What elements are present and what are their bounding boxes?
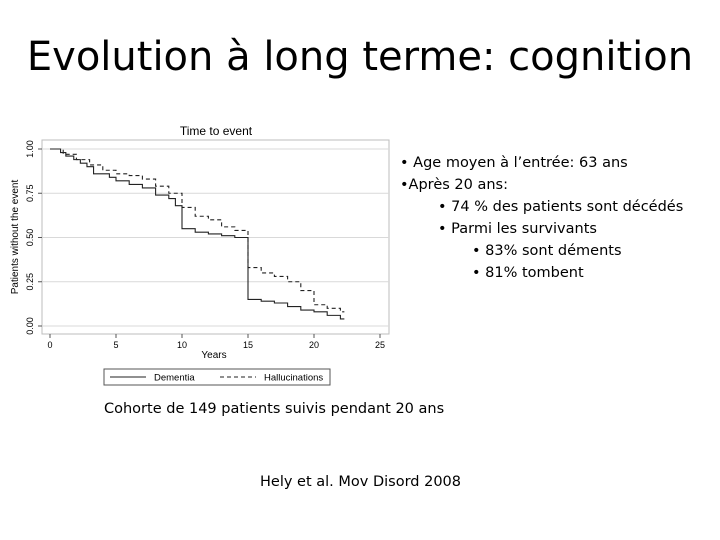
chart: Time to event 0.00 0.25 0.50 0.75 1.00 0 5 10 15… [6, 118, 390, 390]
bullet-item: • 83% sont déments [472, 243, 622, 259]
bullet-item: • Age moyen à l’entrée: 63 ans [400, 155, 628, 171]
bullet-item: • 81% tombent [472, 265, 584, 281]
legend-label: Dementia [154, 373, 195, 384]
series-line-hallucinations [50, 148, 345, 313]
x-tick-label: 5 [113, 340, 118, 350]
x-axis-label: Years [201, 350, 226, 361]
slide-title: Evolution à long terme: cognition [26, 34, 694, 80]
y-tick-label: 0.00 [25, 317, 35, 335]
x-tick-label: 0 [47, 340, 52, 350]
bullet-item: • 74 % des patients sont décédés [438, 199, 684, 215]
bullet-item: •Après 20 ans: [400, 177, 508, 193]
x-tick-label: 25 [375, 340, 385, 350]
chart-title: Time to event [180, 124, 253, 138]
cohort-caption: Cohorte de 149 patients suivis pendant 2… [104, 401, 445, 417]
y-tick-label: 0.50 [25, 229, 35, 247]
bullet-item: • Parmi les survivants [438, 221, 597, 237]
survival-chart: Time to event 0.00 0.25 0.50 0.75 1.00 0 5 10 15… [6, 118, 390, 390]
y-tick-label: 1.00 [25, 140, 35, 158]
x-tick-label: 10 [177, 340, 187, 350]
reference-citation: Hely et al. Mov Disord 2008 [260, 474, 462, 490]
x-tick-label: 15 [243, 340, 253, 350]
y-axis-label: Patients without the event [10, 180, 21, 295]
bullet-list: • Age moyen à l’entrée: 63 ans •Après 20 … [400, 152, 715, 284]
x-tick-label: 20 [309, 340, 319, 350]
series-line-dementia [50, 148, 345, 320]
y-tick-label: 0.25 [25, 273, 35, 291]
y-tick-label: 0.75 [25, 184, 35, 202]
legend-label: Hallucinations [264, 373, 323, 384]
legend-box [103, 368, 331, 386]
